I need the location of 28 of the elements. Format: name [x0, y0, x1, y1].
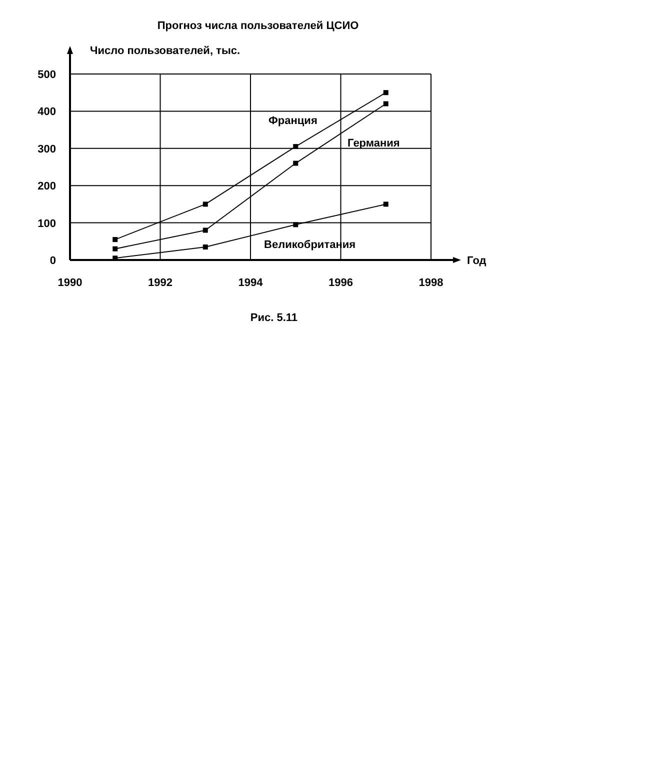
- chart-title: Прогноз числа пользователей ЦСИО: [157, 20, 360, 32]
- text: Рис. 5.11: [250, 312, 298, 324]
- point: [202, 228, 208, 233]
- point: [202, 202, 208, 207]
- series-label: Франция: [268, 115, 318, 128]
- x-tick-label: 1998: [418, 277, 444, 289]
- point: [383, 101, 388, 106]
- point: [112, 246, 118, 252]
- y-tick-label: 200: [38, 180, 56, 193]
- x-tick-label: 1994: [238, 277, 264, 289]
- y-tick-label: 400: [38, 106, 56, 118]
- y-tick-label: 500: [38, 69, 56, 81]
- point: [293, 222, 298, 228]
- point: [383, 202, 388, 207]
- point: [383, 90, 388, 96]
- y-tick-label: 300: [38, 143, 56, 156]
- point: [293, 160, 298, 166]
- point: [112, 237, 118, 242]
- y-tick-label: 100: [38, 218, 56, 230]
- point: [293, 144, 298, 150]
- series-label: Германия: [348, 138, 400, 150]
- point: [202, 244, 208, 250]
- x-tick-label: 1990: [58, 277, 82, 289]
- x-tick-label: 1992: [148, 277, 172, 289]
- y-tick-label: 0: [50, 255, 56, 267]
- x-tick-label: 1996: [328, 277, 353, 289]
- x-axis-title: Год: [467, 255, 486, 267]
- y-axis-title: Число пользователей, тыс.: [90, 45, 240, 57]
